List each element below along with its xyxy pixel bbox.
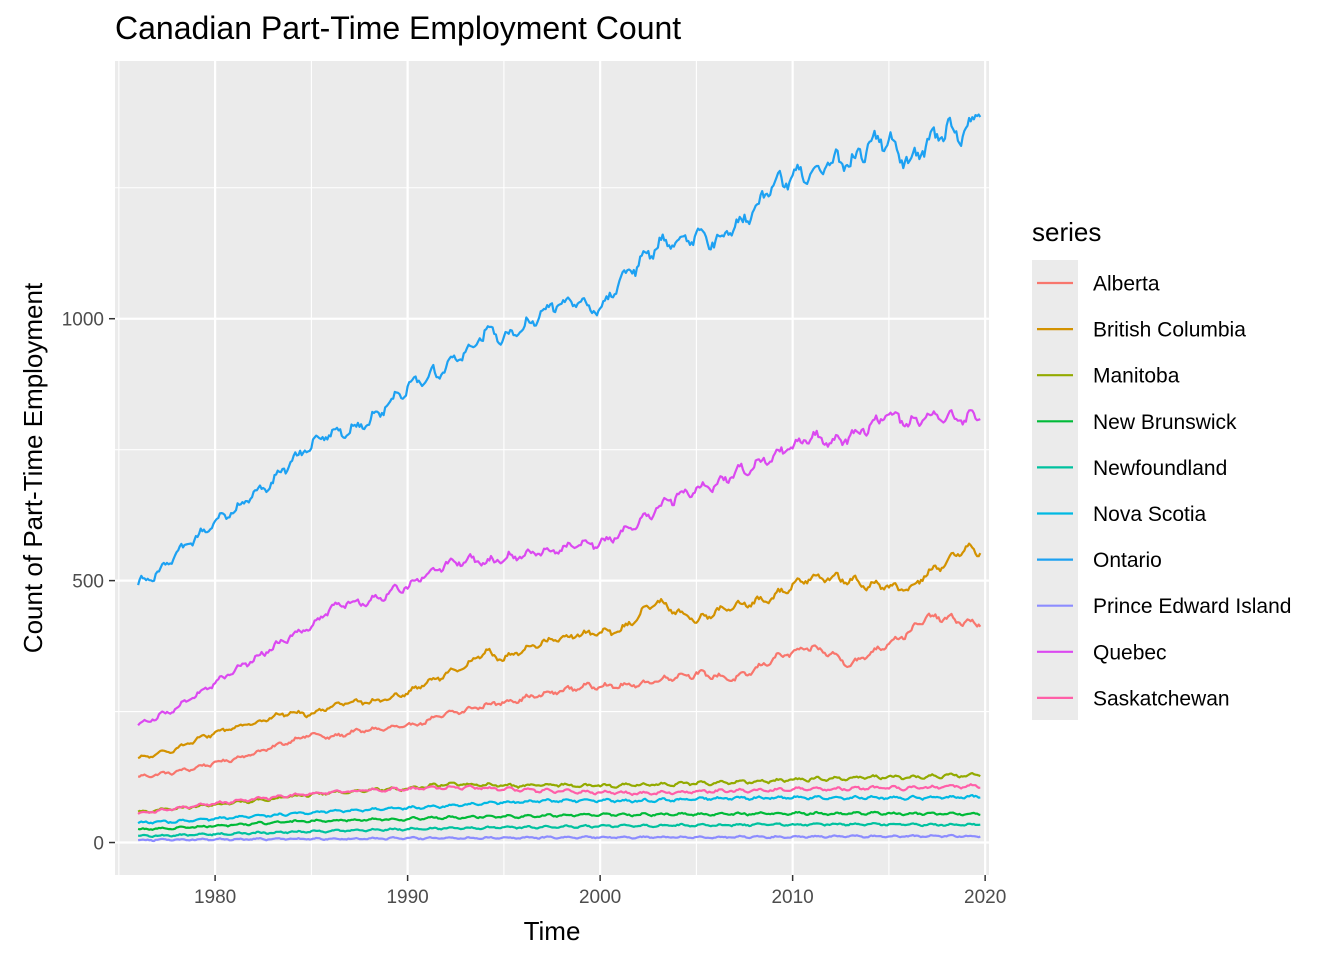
series-line-ontario: [137, 113, 982, 586]
legend-label: British Columbia: [1093, 319, 1246, 342]
grid-minor: [115, 61, 989, 875]
series-line-newfoundland: [138, 822, 981, 838]
y-axis: 0 500 1000: [62, 310, 115, 855]
series-lines: [137, 113, 982, 843]
series-line-saskatchewan: [137, 783, 981, 815]
x-tick-label: 1990: [386, 887, 428, 908]
series-line-new-brunswick: [137, 810, 981, 831]
x-tick-label: 1980: [194, 887, 236, 908]
x-tick-label: 2020: [964, 887, 1006, 908]
y-tick-label: 500: [72, 572, 104, 593]
series-line-manitoba: [137, 772, 981, 814]
legend-key-background: [1032, 260, 1078, 720]
series-line-alberta: [138, 612, 982, 779]
legend-label: Alberta: [1093, 273, 1160, 296]
legend-label: Nova Scotia: [1093, 503, 1207, 526]
legend-label: Prince Edward Island: [1093, 595, 1291, 618]
x-axis-title: Time: [524, 916, 581, 946]
legend-label: New Brunswick: [1093, 411, 1237, 434]
y-axis-title: Count of Part-Time Employment: [18, 282, 48, 653]
legend-label: Ontario: [1093, 549, 1162, 572]
series-line-prince-edward-island: [137, 833, 981, 843]
chart-title: Canadian Part-Time Employment Count: [115, 10, 681, 46]
plot-panel: [115, 61, 989, 875]
x-tick-label: 2010: [771, 887, 813, 908]
grid-major: [115, 61, 989, 875]
legend-label: Manitoba: [1093, 365, 1180, 388]
legend-label: Saskatchewan: [1093, 687, 1230, 710]
series-line-british-columbia: [137, 542, 982, 760]
series-line-nova-scotia: [137, 794, 981, 825]
legend: series Alberta British Columbia Manitoba Ne…: [1032, 217, 1291, 720]
legend-label: Newfoundland: [1093, 457, 1227, 480]
legend-title: series: [1032, 217, 1101, 247]
x-tick-label: 2000: [579, 887, 621, 908]
y-tick-label: 0: [93, 834, 104, 855]
legend-label: Quebec: [1093, 641, 1167, 664]
series-line-quebec: [137, 409, 981, 727]
x-axis: 1980 1990 2000 2010 2020: [194, 875, 1006, 908]
y-tick-label: 1000: [62, 310, 104, 331]
